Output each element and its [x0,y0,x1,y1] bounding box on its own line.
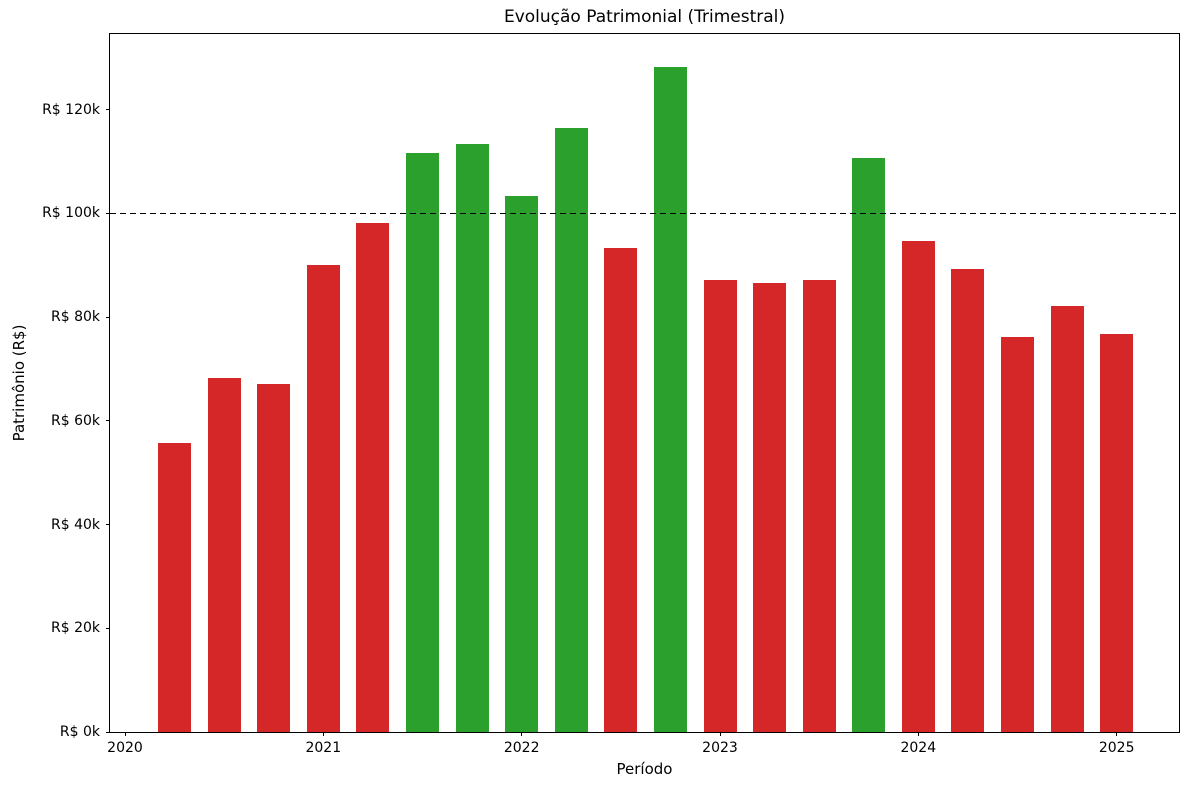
bar-2020-Q2 [158,443,192,732]
bar-2023-Q1 [703,280,737,732]
plot-area: R$ 0k R$ 20k R$ 40k R$ 60k R$ 80k R$ 100k R$ 1… [42,33,1180,756]
y-tick-label: R$ 80k [50,309,100,326]
x-tick-mark [521,732,523,736]
bar-2021-Q3 [406,152,439,732]
x-tick-mark [917,732,919,736]
chart-title: Evolução Patrimonial (Trimestral) [503,7,786,27]
bar-2020-Q3 [207,377,241,732]
x-tick-mark [719,732,721,736]
bar-2021-Q1 [306,265,340,732]
bar-2022-Q4 [653,67,687,732]
bar-2024-Q3 [1001,337,1034,732]
y-tick-label: R$ 100k [42,205,100,222]
bar-2021-Q2 [356,222,390,732]
y-axis-label: Patrimônio (R$) [10,324,28,442]
x-tick-label: 2023 [702,740,738,756]
bar-2024-Q1 [901,240,935,732]
y-tick-mark [106,109,110,111]
y-tick-label: R$ 60k [50,412,100,429]
y-tick-label: R$ 0k [59,724,100,740]
y-tick-label: R$ 120k [42,101,100,118]
y-tick-mark [106,212,110,214]
y-tick-mark [106,420,110,422]
y-tick-mark [106,627,110,629]
reference-line-100k [110,212,1179,215]
bar-2020-Q4 [257,383,291,732]
x-tick-label: 2020 [107,740,143,756]
x-tick-label: 2024 [900,740,937,756]
x-tick-label: 2022 [503,740,540,756]
bar-2024-Q2 [951,268,985,732]
bar-2021-Q4 [455,143,489,732]
x-axis-label: Período [616,760,673,778]
bar-2022-Q1 [505,195,539,732]
x-tick-mark [1116,732,1118,736]
y-tick-label: R$ 40k [50,516,100,533]
bar-2024-Q4 [1050,305,1084,732]
x-tick-label: 2025 [1098,740,1135,756]
bar-2022-Q2 [554,127,588,732]
y-tick-mark [106,316,110,318]
x-tick-mark [322,732,324,736]
bar-2023-Q2 [753,283,787,732]
bar-2025-Q1 [1100,333,1134,732]
bar-2023-Q4 [852,157,886,732]
y-tick-mark [106,731,110,733]
x-tick-mark [124,732,126,736]
y-tick-mark [106,524,110,526]
bar-2023-Q3 [802,280,836,732]
y-tick-label: R$ 20k [50,620,100,637]
x-tick-label: 2021 [305,740,342,756]
bar-2022-Q3 [604,248,638,732]
